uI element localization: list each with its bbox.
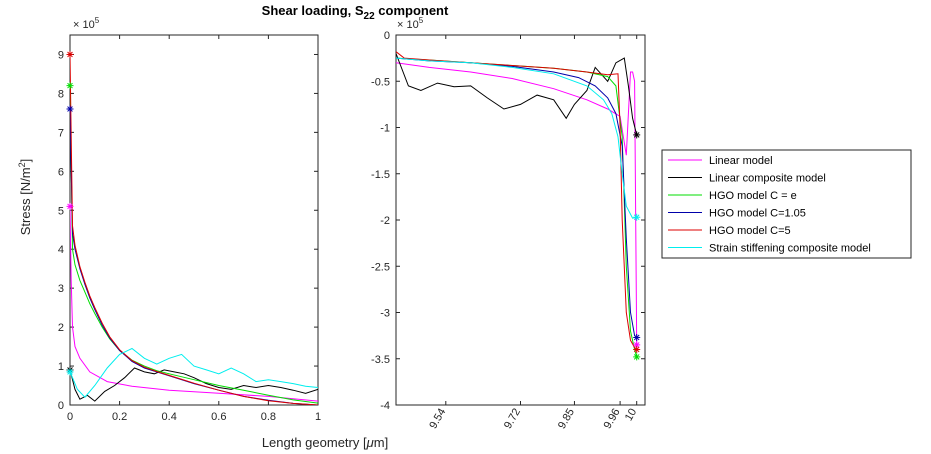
right-y-tick-label: 0 xyxy=(384,30,390,42)
right-y-tick-label: -2 xyxy=(380,215,390,227)
left-x-tick-label: 0.4 xyxy=(162,411,177,423)
right-x-tick-label: 9.72 xyxy=(502,407,523,432)
left-y-tick-label: 7 xyxy=(58,127,64,139)
left-y-tick-label: 9 xyxy=(58,49,64,61)
left-y-tick-label: 0 xyxy=(58,400,64,412)
legend-label: HGO model C=5 xyxy=(709,225,791,237)
left-plot-frame xyxy=(69,34,319,406)
right-x-tick-label: 9.54 xyxy=(427,407,448,432)
y-axis-label: Stress [N/m2] xyxy=(17,159,33,236)
right-series-line-2 xyxy=(396,53,638,136)
chart-title: Shear loading, S22 component xyxy=(262,3,449,22)
left-series-line-1 xyxy=(70,206,318,402)
right-series-marker-5 xyxy=(633,346,641,353)
right-y-tick-label: -1 xyxy=(380,123,390,135)
left-x-tick-label: 0.6 xyxy=(211,411,226,423)
right-series-marker-2 xyxy=(633,131,641,139)
left-y-tick-label: 2 xyxy=(58,322,64,334)
right-x-tick-label: 9.96 xyxy=(602,407,623,432)
right-series-line-5 xyxy=(396,51,638,350)
right-exponent-label: × 105 xyxy=(397,16,424,31)
left-x-tick-label: 0.2 xyxy=(112,411,127,423)
left-series-marker-5 xyxy=(66,50,74,58)
right-y-tick-label: -1.5 xyxy=(371,169,390,181)
left-series-marker-6 xyxy=(66,368,74,376)
left-y-tick-label: 4 xyxy=(58,244,64,256)
right-plot-axes: 0 -0.5 -1 -1.5 -2 -2.5 -3 -3.5 -4 9.54 9.72 9.85 9.9… xyxy=(371,30,646,432)
right-x-tick-label: 10 xyxy=(623,407,640,424)
right-y-tick-label: -3.5 xyxy=(371,354,390,366)
left-series-line-6 xyxy=(70,347,318,398)
left-series-marker-4 xyxy=(66,105,74,113)
legend-label: Linear model xyxy=(709,155,773,167)
legend-label: HGO model C = e xyxy=(709,190,797,202)
right-series-marker-3 xyxy=(633,353,641,361)
legend: Linear model Linear composite model HGO mo… xyxy=(661,149,912,259)
legend-box xyxy=(661,149,912,259)
left-series-line-2 xyxy=(70,367,318,402)
right-series-marker-6 xyxy=(633,213,641,221)
left-plot-axes: 0 1 2 3 4 5 6 7 8 9 0 0.2 0.4 0.6 0.8 1 xyxy=(58,34,321,423)
left-series-marker-1 xyxy=(66,202,74,210)
legend-label: HGO model C=1.05 xyxy=(709,208,806,220)
left-y-tick-label: 1 xyxy=(58,361,64,373)
left-y-tick-label: 8 xyxy=(58,88,64,100)
right-y-tick-label: -3 xyxy=(380,308,390,320)
right-series-line-1 xyxy=(396,62,638,345)
right-plot-frame xyxy=(395,34,646,406)
left-exponent-label: × 105 xyxy=(73,16,100,31)
left-y-tick-label: 6 xyxy=(58,166,64,178)
left-x-tick-label: 0.8 xyxy=(261,411,276,423)
left-y-tick-label: 3 xyxy=(58,283,64,295)
left-series-marker-3 xyxy=(66,82,74,90)
left-x-tick-label: 0 xyxy=(67,411,73,423)
right-y-tick-label: -4 xyxy=(380,400,390,412)
left-y-tick-label: 5 xyxy=(58,205,64,217)
left-series-line-5 xyxy=(70,54,318,405)
x-axis-label: Length geometry [μm] xyxy=(262,435,388,450)
right-y-tick-label: -2.5 xyxy=(371,261,390,273)
legend-label: Linear composite model xyxy=(709,173,826,185)
right-x-tick-label: 9.85 xyxy=(556,407,577,432)
right-series-marker-4 xyxy=(633,333,641,341)
legend-label: Strain stiffening composite model xyxy=(709,243,871,255)
right-series-line-6 xyxy=(396,57,637,219)
right-y-tick-label: -0.5 xyxy=(371,76,390,88)
left-x-tick-label: 1 xyxy=(315,411,321,423)
